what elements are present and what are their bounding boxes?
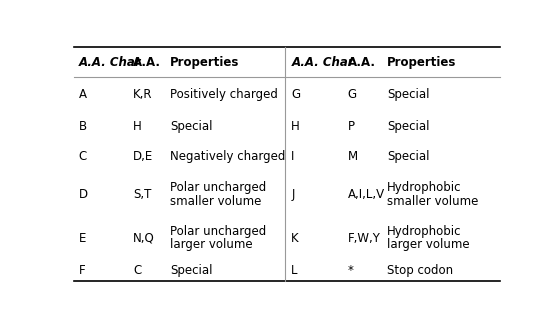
Text: C: C: [78, 150, 87, 163]
Text: Hydrophobic: Hydrophobic: [387, 225, 461, 238]
Text: Special: Special: [387, 150, 430, 163]
Text: H: H: [291, 121, 300, 134]
Text: K: K: [291, 232, 299, 245]
Text: Special: Special: [170, 264, 212, 277]
Text: A.A.: A.A.: [133, 56, 161, 69]
Text: B: B: [78, 121, 87, 134]
Text: Negatively charged: Negatively charged: [170, 150, 285, 163]
Text: A.A. Char: A.A. Char: [78, 56, 141, 69]
Text: smaller volume: smaller volume: [170, 195, 261, 208]
Text: Hydrophobic: Hydrophobic: [387, 181, 461, 194]
Text: F: F: [78, 264, 85, 277]
Text: P: P: [348, 121, 355, 134]
Text: Polar uncharged: Polar uncharged: [170, 225, 266, 238]
Text: M: M: [348, 150, 358, 163]
Text: H: H: [133, 121, 142, 134]
Text: D,E: D,E: [133, 150, 153, 163]
Text: A.A.: A.A.: [348, 56, 376, 69]
Text: N,Q: N,Q: [133, 232, 155, 245]
Text: L: L: [291, 264, 298, 277]
Text: smaller volume: smaller volume: [387, 195, 478, 208]
Text: Properties: Properties: [387, 56, 456, 69]
Text: Special: Special: [170, 121, 212, 134]
Text: Properties: Properties: [170, 56, 239, 69]
Text: E: E: [78, 232, 86, 245]
Text: Stop codon: Stop codon: [387, 264, 453, 277]
Text: Polar uncharged: Polar uncharged: [170, 181, 266, 194]
Text: G: G: [348, 88, 357, 101]
Text: I: I: [291, 150, 295, 163]
Text: S,T: S,T: [133, 188, 151, 201]
Text: Special: Special: [387, 88, 430, 101]
Text: C: C: [133, 264, 141, 277]
Text: A.A. Char: A.A. Char: [291, 56, 354, 69]
Text: Special: Special: [387, 121, 430, 134]
Text: larger volume: larger volume: [387, 238, 469, 251]
Text: F,W,Y: F,W,Y: [348, 232, 381, 245]
Text: J: J: [291, 188, 295, 201]
Text: A,I,L,V: A,I,L,V: [348, 188, 385, 201]
Text: D: D: [78, 188, 88, 201]
Text: G: G: [291, 88, 301, 101]
Text: Positively charged: Positively charged: [170, 88, 278, 101]
Text: larger volume: larger volume: [170, 238, 253, 251]
Text: *: *: [348, 264, 353, 277]
Text: K,R: K,R: [133, 88, 152, 101]
Text: A: A: [78, 88, 87, 101]
